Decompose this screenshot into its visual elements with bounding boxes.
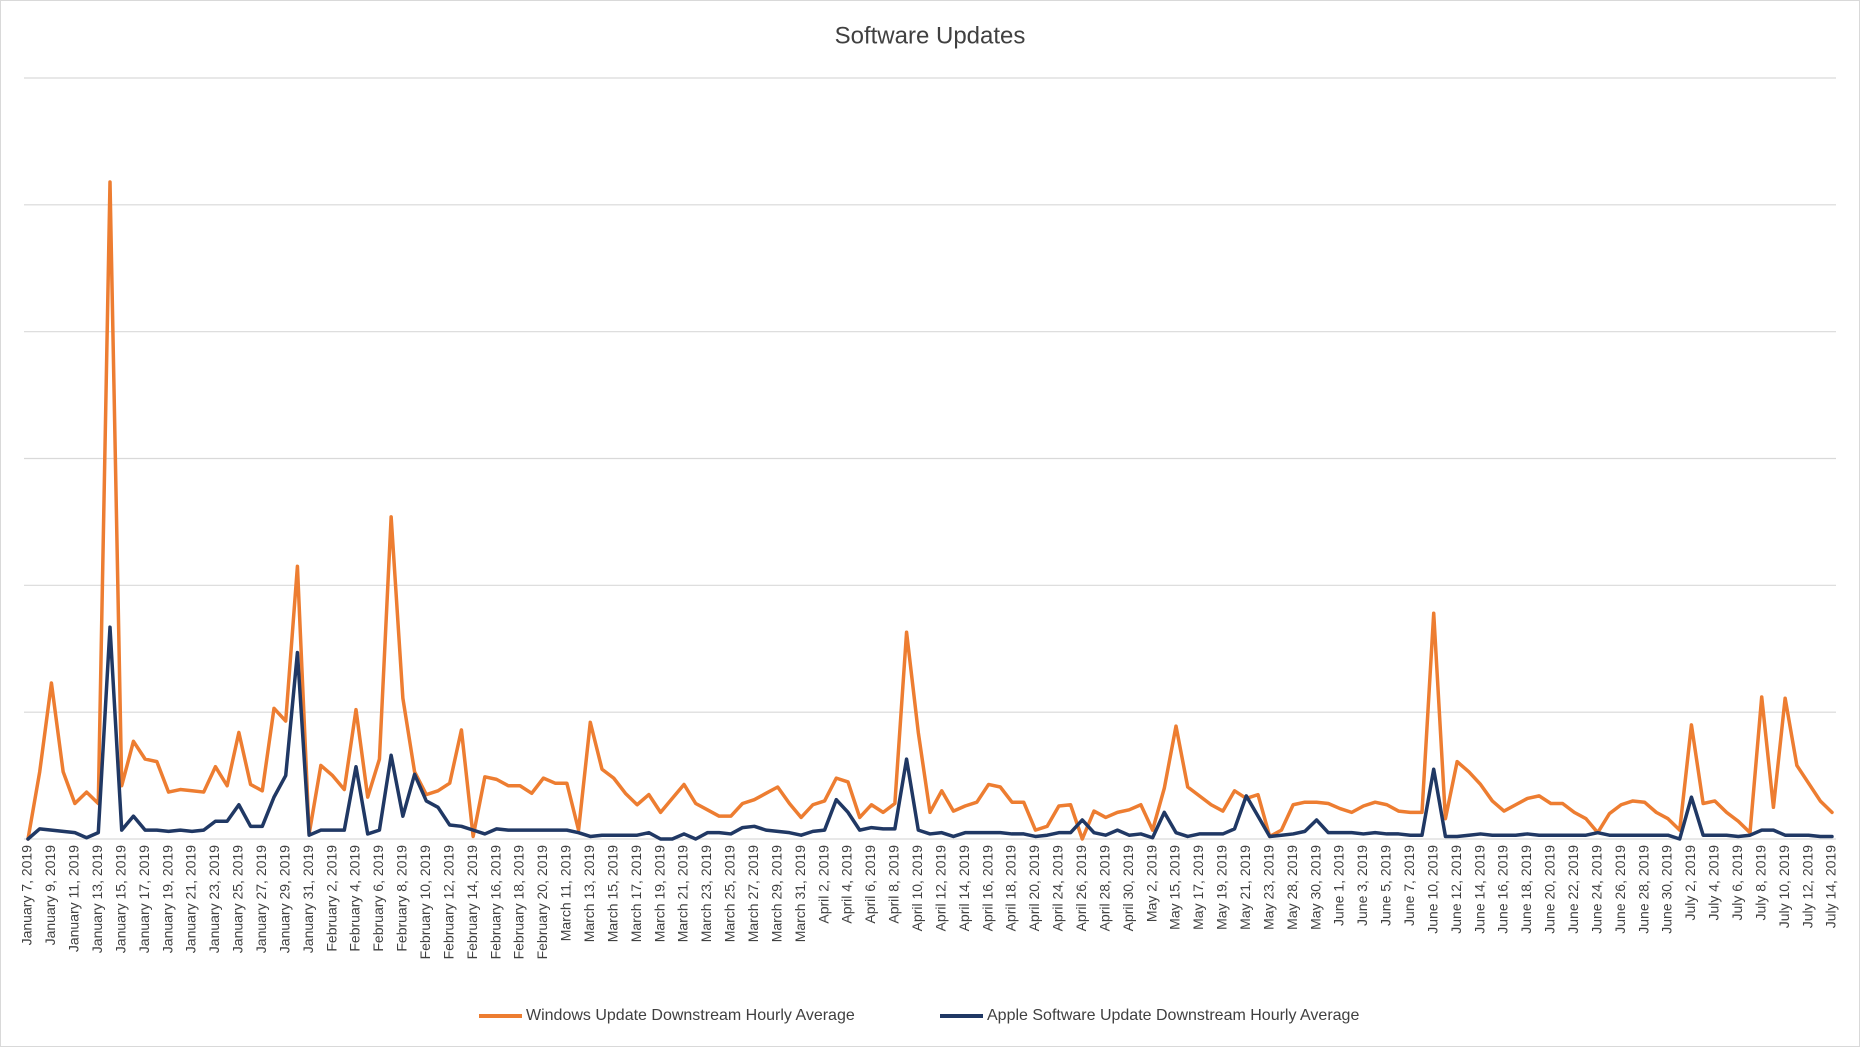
x-tick-label: March 11, 2019: [558, 845, 574, 941]
x-tick-label: June 24, 2019: [1588, 845, 1604, 934]
x-tick-label: January 13, 2019: [89, 845, 105, 953]
x-tick-label: May 19, 2019: [1214, 845, 1230, 930]
x-tick-label: May 23, 2019: [1260, 845, 1276, 930]
legend-label: Windows Update Downstream Hourly Average: [526, 1007, 855, 1024]
x-tick-label: February 8, 2019: [394, 845, 410, 952]
x-tick-label: January 25, 2019: [230, 845, 246, 953]
x-tick-label: January 19, 2019: [159, 845, 175, 953]
x-tick-label: March 31, 2019: [792, 845, 808, 942]
x-tick-label: February 20, 2019: [534, 845, 550, 960]
x-tick-label: April 26, 2019: [1073, 845, 1089, 932]
x-tick-label: June 10, 2019: [1424, 845, 1440, 934]
x-tick-label: March 21, 2019: [675, 845, 691, 942]
x-tick-label: January 17, 2019: [136, 845, 152, 953]
x-tick-label: May 28, 2019: [1284, 845, 1300, 930]
series-line: [26, 180, 1834, 841]
x-tick-label: January 11, 2019: [66, 845, 82, 952]
x-tick-label: April 8, 2019: [886, 845, 902, 924]
x-tick-label: July 12, 2019: [1799, 845, 1815, 928]
x-tick-label: June 14, 2019: [1471, 845, 1487, 934]
x-tick-label: April 2, 2019: [815, 845, 831, 924]
x-tick-label: March 15, 2019: [604, 845, 620, 942]
x-tick-label: April 4, 2019: [839, 845, 855, 924]
x-tick-label: June 12, 2019: [1448, 845, 1464, 934]
x-tick-label: January 7, 2019: [19, 845, 35, 946]
x-tick-label: January 9, 2019: [42, 845, 58, 946]
x-tick-label: February 10, 2019: [417, 845, 433, 960]
x-tick-label: May 30, 2019: [1307, 845, 1323, 930]
x-tick-label: January 29, 2019: [276, 845, 292, 953]
x-tick-label: June 7, 2019: [1401, 845, 1417, 926]
x-tick-label: April 12, 2019: [932, 845, 948, 932]
x-tick-label: January 27, 2019: [253, 845, 269, 953]
x-tick-label: March 13, 2019: [581, 845, 597, 942]
x-tick-label: June 16, 2019: [1495, 845, 1511, 934]
x-tick-label: May 2, 2019: [1143, 845, 1159, 922]
x-tick-label: April 16, 2019: [979, 845, 995, 932]
x-tick-label: May 21, 2019: [1237, 845, 1253, 930]
x-tick-label: June 26, 2019: [1612, 845, 1628, 934]
x-tick-label: June 3, 2019: [1354, 845, 1370, 926]
x-tick-label: April 24, 2019: [1050, 845, 1066, 932]
x-tick-label: February 6, 2019: [370, 845, 386, 952]
x-tick-label: March 25, 2019: [722, 845, 738, 942]
x-tick-label: March 19, 2019: [651, 845, 667, 942]
x-tick-label: February 16, 2019: [487, 845, 503, 960]
x-tick-label: February 4, 2019: [347, 845, 363, 952]
x-tick-label: June 20, 2019: [1542, 845, 1558, 934]
x-tick-label: February 14, 2019: [464, 845, 480, 960]
legend-label: Apple Software Update Downstream Hourly …: [987, 1007, 1359, 1024]
x-tick-label: May 17, 2019: [1190, 845, 1206, 930]
chart-title: Software Updates: [835, 22, 1026, 49]
x-tick-label: June 1, 2019: [1331, 845, 1347, 926]
x-tick-label: March 29, 2019: [768, 845, 784, 942]
x-tick-label: January 15, 2019: [112, 845, 128, 953]
x-tick-label: April 6, 2019: [862, 845, 878, 924]
x-tick-label: March 27, 2019: [745, 845, 761, 942]
x-tick-label: March 23, 2019: [698, 845, 714, 942]
x-tick-label: July 6, 2019: [1729, 845, 1745, 921]
x-tick-label: January 31, 2019: [300, 845, 316, 953]
x-tick-label: May 15, 2019: [1167, 845, 1183, 930]
x-tick-label: January 21, 2019: [183, 845, 199, 953]
x-tick-label: January 23, 2019: [206, 845, 222, 953]
x-tick-label: July 4, 2019: [1706, 845, 1722, 921]
x-tick-label: June 22, 2019: [1565, 845, 1581, 934]
x-tick-label: July 8, 2019: [1752, 845, 1768, 921]
series-line: [26, 625, 1834, 841]
x-tick-label: April 20, 2019: [1026, 845, 1042, 932]
x-tick-label: June 30, 2019: [1659, 845, 1675, 934]
x-tick-label: June 28, 2019: [1635, 845, 1651, 934]
x-tick-label: April 18, 2019: [1003, 845, 1019, 932]
x-tick-label: July 10, 2019: [1776, 845, 1792, 928]
x-tick-label: February 18, 2019: [511, 845, 527, 960]
x-tick-label: April 10, 2019: [909, 845, 925, 932]
x-tick-label: July 14, 2019: [1823, 845, 1839, 928]
x-tick-label: June 5, 2019: [1378, 845, 1394, 926]
x-tick-label: March 17, 2019: [628, 845, 644, 942]
x-tick-label: April 28, 2019: [1096, 845, 1112, 932]
x-tick-label: April 14, 2019: [956, 845, 972, 932]
x-tick-label: February 2, 2019: [323, 845, 339, 952]
x-tick-label: June 18, 2019: [1518, 845, 1534, 934]
x-tick-label: February 12, 2019: [440, 845, 456, 960]
x-tick-label: April 30, 2019: [1120, 845, 1136, 932]
x-tick-label: July 2, 2019: [1682, 845, 1698, 921]
